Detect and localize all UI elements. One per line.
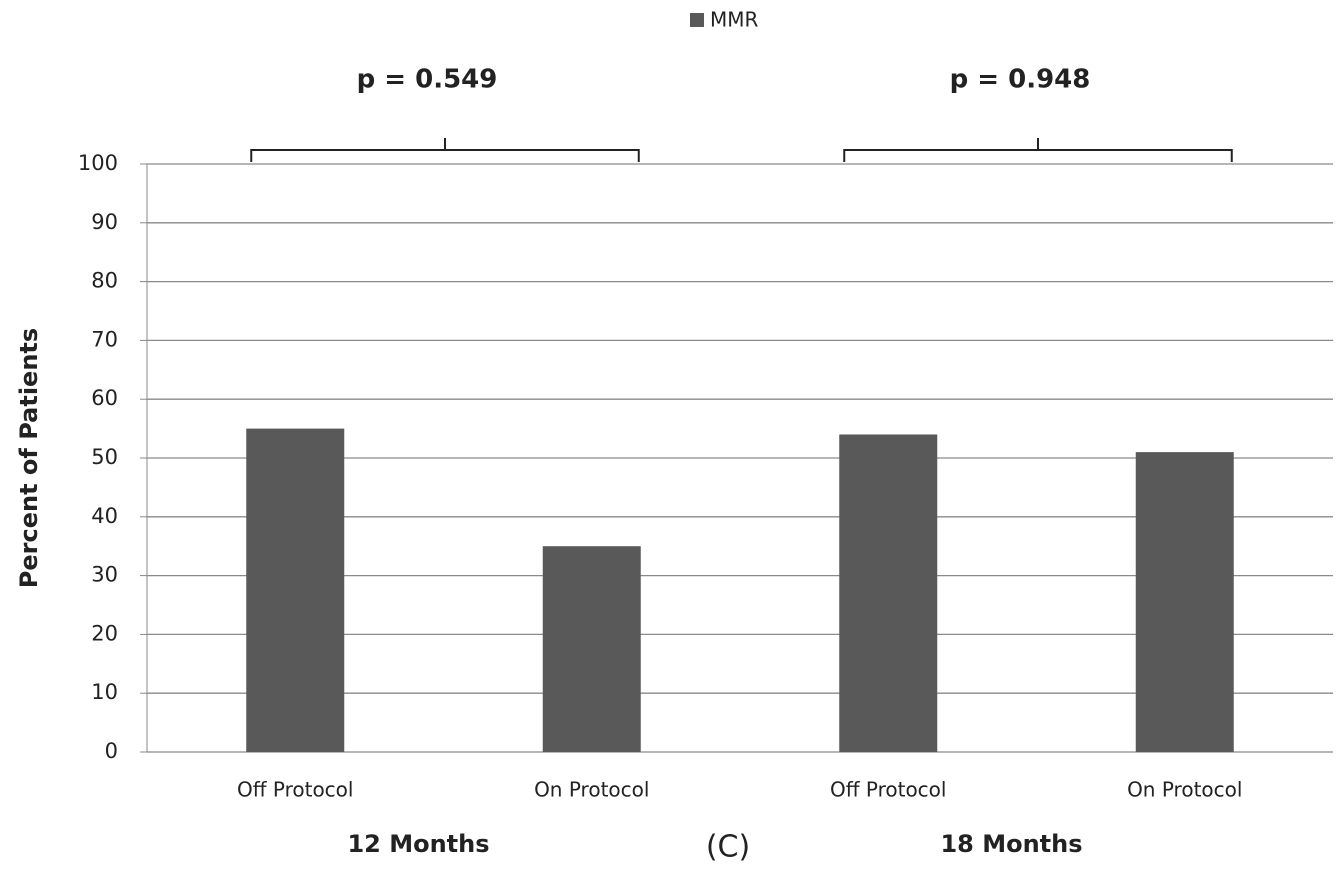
y-tick-label: 40 [91, 504, 118, 528]
p-value-annotation: p = 0.948 [950, 65, 1091, 95]
y-tick-label: 90 [91, 210, 118, 234]
y-tick-label: 60 [91, 386, 118, 410]
x-tick-label: Off Protocol [830, 778, 946, 802]
bracket [843, 138, 1233, 162]
y-tick-label: 80 [91, 269, 118, 293]
y-tick-label: 50 [91, 445, 118, 469]
panel-label: (C) [706, 830, 750, 865]
legend-swatch [690, 13, 704, 27]
y-axis-label: Percent of Patients [15, 328, 43, 588]
group-label: 18 Months [940, 830, 1082, 858]
x-tick-label: On Protocol [534, 778, 649, 802]
bar [542, 546, 641, 752]
x-tick-label: On Protocol [1127, 778, 1242, 802]
y-tick-label: 20 [91, 621, 118, 645]
bar [839, 434, 938, 752]
bar [1135, 452, 1234, 752]
y-tick-label: 100 [78, 151, 118, 175]
legend-label: MMR [710, 8, 759, 32]
x-tick-label: Off Protocol [237, 778, 353, 802]
group-label: 12 Months [347, 830, 489, 858]
y-tick-label: 70 [91, 327, 118, 351]
bar [246, 428, 345, 752]
p-value-annotation: p = 0.549 [357, 65, 498, 95]
bracket [250, 138, 640, 162]
y-tick-label: 10 [91, 680, 118, 704]
y-tick-label: 0 [105, 739, 118, 763]
y-tick-label: 30 [91, 563, 118, 587]
